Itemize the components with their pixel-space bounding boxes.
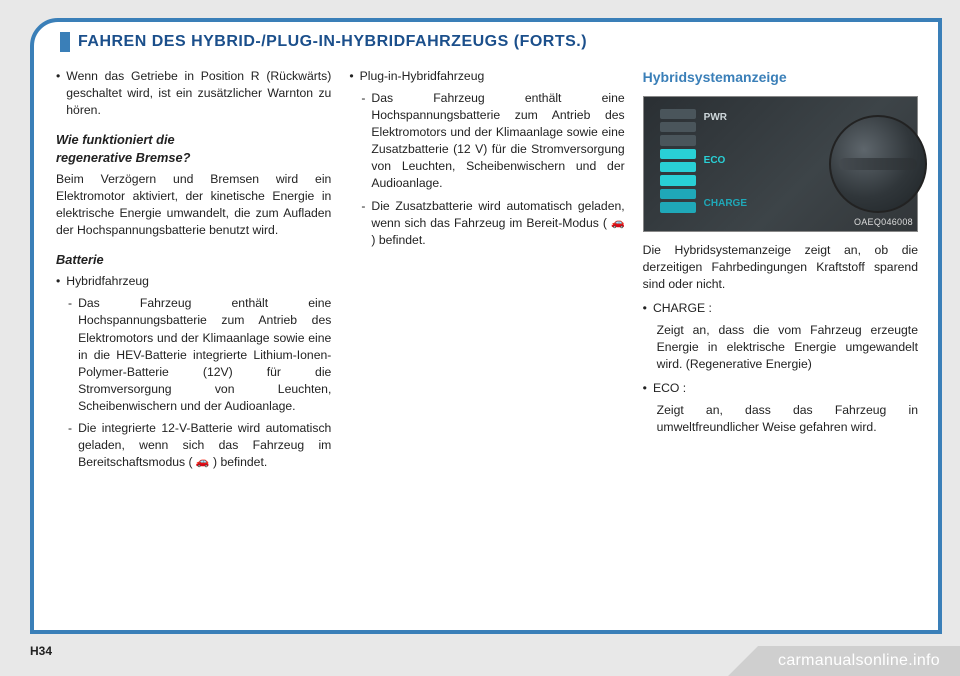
gauge-segment xyxy=(660,175,696,185)
paragraph: Beim Verzögern und Bremsen wird ein Elek… xyxy=(56,171,331,239)
bullet-item: • Plug-in-Hybridfahrzeug xyxy=(349,68,624,85)
dash-icon: - xyxy=(361,90,365,192)
dash-icon: - xyxy=(68,295,72,415)
gauge-segment xyxy=(660,135,696,145)
sub-bullet-text: Das Fahrzeug enthält eine Hochspannungsb… xyxy=(371,90,624,192)
paragraph: Zeigt an, dass die vom Fahrzeug erzeugte… xyxy=(657,322,918,373)
bullet-item: • CHARGE : xyxy=(643,300,918,317)
paragraph: Die Hybridsystemanzeige zeigt an, ob die… xyxy=(643,242,918,293)
bullet-dot-icon: • xyxy=(643,380,647,397)
gauge-labels: PWR ECO CHARGE xyxy=(704,111,747,211)
sub-bullet-item: - Die integrierte 12-V-Batterie wird aut… xyxy=(68,420,331,471)
bullet-label: CHARGE : xyxy=(653,300,918,317)
gauge-segment xyxy=(660,202,696,212)
gauge-bar xyxy=(660,109,696,213)
gauge-segment xyxy=(660,189,696,199)
dash-icon: - xyxy=(68,420,72,471)
bullet-dot-icon: • xyxy=(349,68,353,85)
content-area: • Wenn das Getriebe in Position R (Rückw… xyxy=(56,68,918,626)
bullet-item: • Hybridfahrzeug xyxy=(56,273,331,290)
sub-bullet-text: Das Fahrzeug enthält eine Hochspannungsb… xyxy=(78,295,331,415)
gauge-segment xyxy=(660,122,696,132)
bullet-dot-icon: • xyxy=(643,300,647,317)
paragraph: Zeigt an, dass das Fahrzeug in umweltfre… xyxy=(657,402,918,436)
steering-wheel-icon xyxy=(829,115,927,213)
bullet-dot-icon: • xyxy=(56,273,60,290)
figure-code: OAEQ046008 xyxy=(854,216,913,229)
header-marker xyxy=(60,32,70,52)
sub-bullet-text: Die integrierte 12-V-Batterie wird autom… xyxy=(78,420,331,471)
column-1: • Wenn das Getriebe in Position R (Rückw… xyxy=(56,68,331,626)
text-fragment: ) befindet. xyxy=(371,233,425,247)
sub-bullet-item: - Die Zusatzbatterie wird automatisch ge… xyxy=(361,198,624,249)
gauge-segment xyxy=(660,109,696,119)
bullet-text: Hybridfahrzeug xyxy=(66,273,331,290)
subheading: Batterie xyxy=(56,251,331,269)
dash-icon: - xyxy=(361,198,365,249)
bullet-item: • ECO : xyxy=(643,380,918,397)
header-row: FAHREN DES HYBRID-/PLUG-IN-HYBRIDFAHRZEU… xyxy=(60,32,920,52)
gauge-label-eco: ECO xyxy=(704,154,747,168)
watermark: carmanualsonline.info xyxy=(728,646,960,676)
subheading-line: regenerative Bremse? xyxy=(56,149,331,167)
subheading: Wie funktioniert die regenerative Bremse… xyxy=(56,131,331,167)
gauge-figure: PWR ECO CHARGE OAEQ046008 xyxy=(643,96,918,232)
text-fragment: ) befindet. xyxy=(210,455,268,469)
bullet-dot-icon: • xyxy=(56,68,60,119)
page-number: H34 xyxy=(30,644,52,658)
subheading-line: Wie funktioniert die xyxy=(56,131,331,149)
car-icon: 🚗 xyxy=(196,455,210,470)
sub-bullet-text: Die Zusatzbatterie wird automatisch gela… xyxy=(371,198,624,249)
car-icon: 🚗 xyxy=(611,216,625,231)
bullet-text: Plug-in-Hybridfahrzeug xyxy=(360,68,625,85)
header-title: FAHREN DES HYBRID-/PLUG-IN-HYBRIDFAHRZEU… xyxy=(78,33,587,51)
section-title: Hybridsystemanzeige xyxy=(643,68,918,88)
bullet-item: • Wenn das Getriebe in Position R (Rückw… xyxy=(56,68,331,119)
sub-bullet-item: - Das Fahrzeug enthält eine Hochspannung… xyxy=(361,90,624,192)
sub-bullet-item: - Das Fahrzeug enthält eine Hochspannung… xyxy=(68,295,331,415)
gauge-segment xyxy=(660,162,696,172)
column-2: • Plug-in-Hybridfahrzeug - Das Fahrzeug … xyxy=(349,68,624,626)
gauge-label-pwr: PWR xyxy=(704,111,747,125)
bullet-text: Wenn das Getriebe in Position R (Rückwär… xyxy=(66,68,331,119)
gauge-label-charge: CHARGE xyxy=(704,197,747,211)
text-fragment: Die Zusatzbatterie wird automatisch gela… xyxy=(371,199,624,230)
gauge-segment xyxy=(660,149,696,159)
bullet-label: ECO : xyxy=(653,380,918,397)
column-3: Hybridsystemanzeige PWR ECO CHARGE OAEQ0… xyxy=(643,68,918,626)
